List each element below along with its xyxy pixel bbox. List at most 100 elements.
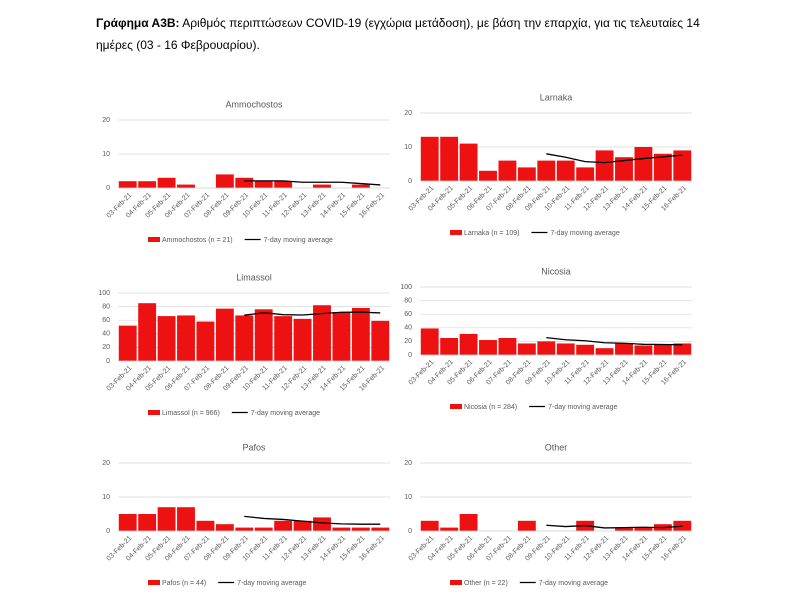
moving-average-line (244, 515, 381, 525)
moving-average-line (546, 336, 683, 346)
y-tick-label: 0 (106, 358, 110, 365)
y-tick-label: 10 (404, 494, 412, 501)
bar (615, 343, 633, 355)
legend-swatch (450, 404, 462, 409)
legend-label: Larnaka (n = 109) (464, 230, 519, 237)
y-tick-label: 60 (102, 317, 110, 324)
moving-average-line (546, 524, 683, 529)
y-tick-label: 0 (408, 352, 412, 359)
bar (215, 174, 234, 188)
y-tick-label: 80 (102, 303, 110, 310)
legend-label: 7-day moving average (539, 580, 608, 587)
bar (479, 170, 497, 181)
legend-label: Pafos (n = 44) (162, 580, 206, 587)
chart-title: Larnaka (540, 92, 573, 102)
caption-text: Αριθμός περιπτώσεων COVID-19 (εγχώρια με… (96, 16, 700, 52)
bar (235, 177, 254, 188)
bar (215, 524, 234, 531)
bar (440, 338, 459, 355)
chart-title: Pafos (242, 442, 266, 452)
y-tick-label: 20 (102, 117, 110, 124)
legend-label: Other (n = 22) (464, 580, 508, 587)
bar (537, 341, 556, 355)
bar (556, 160, 575, 181)
y-tick-label: 0 (106, 528, 110, 535)
bar (157, 507, 176, 531)
legend-label: 7-day moving average (251, 410, 320, 417)
bar (420, 520, 439, 531)
bar (196, 520, 215, 531)
bar (479, 340, 497, 355)
bar (157, 316, 176, 361)
legend-label: 7-day moving average (264, 237, 333, 244)
legend-swatch (148, 237, 160, 242)
bar (498, 160, 517, 181)
chart-title: Other (545, 442, 568, 452)
y-tick-label: 10 (404, 144, 412, 151)
bar (576, 167, 595, 181)
legend-label: Limassol (n = 966) (162, 410, 220, 417)
bar (653, 153, 672, 181)
bar (517, 167, 536, 181)
bar (595, 150, 614, 181)
chart-title: Nicosia (541, 266, 571, 276)
bar (274, 520, 293, 531)
bar (634, 147, 653, 181)
bar (556, 343, 575, 355)
y-tick-label: 0 (106, 185, 110, 192)
bar (177, 184, 195, 188)
bar (420, 136, 439, 181)
legend-swatch (148, 410, 160, 415)
bar (673, 343, 692, 355)
bar (332, 527, 351, 531)
bar (118, 325, 137, 361)
bar (177, 507, 195, 531)
y-tick-label: 20 (102, 460, 110, 467)
bar (673, 150, 692, 181)
y-tick-label: 0 (408, 178, 412, 185)
legend-label: 7-day moving average (550, 230, 619, 237)
bar (313, 305, 331, 361)
bar (440, 527, 459, 531)
bar (293, 318, 312, 361)
chart-title: Limassol (236, 272, 272, 282)
moving-average-line (546, 153, 683, 164)
bar (615, 527, 633, 531)
legend-label: Ammochostos (n = 21) (162, 237, 233, 244)
bar (235, 315, 254, 361)
bar (254, 181, 273, 188)
y-tick-label: 100 (98, 290, 110, 297)
y-tick-label: 20 (404, 338, 412, 345)
y-tick-label: 10 (102, 151, 110, 158)
bar (498, 338, 517, 355)
bar (274, 316, 293, 361)
bar (118, 181, 137, 188)
bar (595, 348, 614, 355)
bar (177, 315, 195, 361)
bar (235, 527, 254, 531)
y-tick-label: 40 (102, 331, 110, 338)
bar (459, 143, 478, 181)
bar (351, 184, 370, 188)
bar (196, 321, 215, 361)
bar (351, 527, 370, 531)
bar (576, 344, 595, 355)
legend-label: 7-day moving average (548, 404, 617, 411)
moving-average-line (244, 180, 381, 186)
legend-swatch (450, 580, 462, 585)
bar (634, 345, 653, 355)
legend-label: Nicosia (n = 284) (464, 404, 517, 411)
bar (634, 527, 653, 531)
chart-title: Ammochostos (225, 99, 283, 109)
legend-swatch (450, 230, 462, 235)
y-tick-label: 60 (404, 311, 412, 318)
y-tick-label: 20 (404, 460, 412, 467)
bar (420, 328, 439, 355)
legend-swatch (148, 580, 160, 585)
moving-average-line (244, 311, 381, 316)
y-tick-label: 40 (404, 325, 412, 332)
bar (254, 309, 273, 361)
y-tick-label: 20 (102, 344, 110, 351)
